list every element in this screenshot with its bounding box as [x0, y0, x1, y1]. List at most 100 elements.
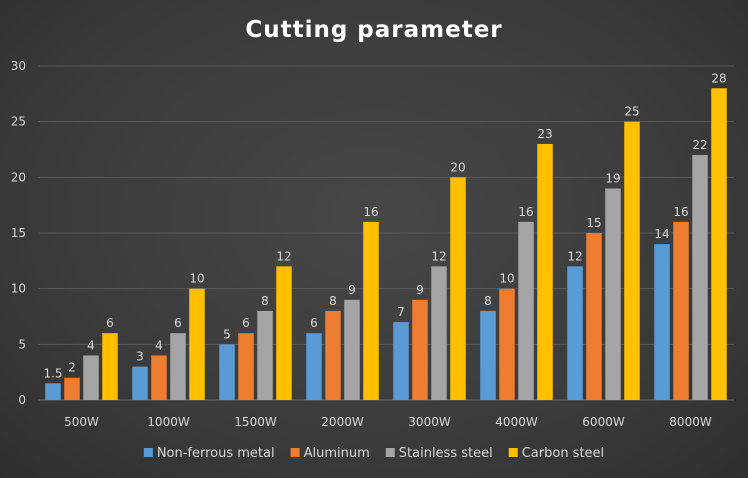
- y-tick-label: 15: [11, 226, 26, 240]
- bar: [83, 355, 99, 400]
- bar: [45, 383, 61, 400]
- bar: [306, 333, 322, 400]
- chart-title: Cutting parameter: [245, 17, 502, 43]
- bar: [363, 221, 379, 400]
- bar: [624, 121, 640, 401]
- data-label: 25: [624, 105, 639, 119]
- data-label: 15: [586, 216, 601, 230]
- data-label: 4: [87, 338, 95, 352]
- data-label: 10: [189, 272, 204, 286]
- bar: [537, 143, 553, 400]
- data-label: 1.5: [43, 366, 62, 380]
- legend-label: Stainless steel: [399, 446, 493, 461]
- y-tick-label: 0: [18, 393, 26, 407]
- data-label: 20: [450, 160, 465, 174]
- data-label: 12: [276, 249, 291, 263]
- gridlines: [38, 65, 734, 401]
- data-label: 16: [363, 205, 378, 219]
- bar: [431, 266, 447, 400]
- bar: [480, 310, 496, 400]
- legend-item: Carbon steel: [508, 446, 604, 461]
- y-tick-label: 20: [11, 170, 26, 184]
- bar: [499, 288, 515, 400]
- x-axis: 500W 1000W 1500W 2000W 3000W 4000W 6000W 8000W: [64, 415, 712, 429]
- x-tick-label: 3000W: [408, 415, 451, 429]
- bar: [344, 299, 360, 400]
- x-tick-label: 6000W: [582, 415, 625, 429]
- data-label: 6: [106, 316, 114, 330]
- y-tick-label: 25: [11, 115, 26, 129]
- bar: [654, 244, 670, 400]
- data-label: 19: [605, 171, 620, 185]
- bar: [189, 288, 205, 400]
- data-label: 28: [711, 71, 726, 85]
- data-label: 9: [416, 283, 424, 297]
- legend-label: Non-ferrous metal: [157, 446, 275, 461]
- data-label: 22: [692, 138, 707, 152]
- legend: Non-ferrous metal Aluminum Stainless steel…: [143, 446, 604, 461]
- legend-item: Stainless steel: [385, 446, 493, 461]
- bar: [64, 377, 80, 400]
- bar: [673, 221, 689, 400]
- data-label: 2: [68, 361, 76, 375]
- bar: [586, 233, 602, 400]
- y-axis: 0 5 10 15 20 25 30: [11, 59, 26, 407]
- data-label: 5: [223, 327, 231, 341]
- data-label: 10: [499, 272, 514, 286]
- legend-swatch: [385, 448, 395, 457]
- data-label: 12: [567, 249, 582, 263]
- y-tick-label: 5: [18, 337, 26, 351]
- legend-swatch: [290, 448, 300, 457]
- bar: [170, 333, 186, 400]
- y-tick-label: 10: [11, 282, 26, 296]
- x-tick-label: 1500W: [234, 415, 277, 429]
- bar: [325, 310, 341, 400]
- data-label: 7: [397, 305, 405, 319]
- data-label: 16: [673, 205, 688, 219]
- bar: [238, 333, 254, 400]
- bar: [518, 221, 534, 400]
- data-label: 8: [484, 294, 492, 308]
- bar: [692, 155, 708, 400]
- bar: [567, 266, 583, 400]
- legend-item: Non-ferrous metal: [143, 446, 275, 461]
- y-tick-label: 30: [11, 59, 26, 73]
- bar: [151, 355, 167, 400]
- legend-label: Carbon steel: [522, 446, 604, 461]
- data-label: 6: [174, 316, 182, 330]
- data-label: 9: [348, 283, 356, 297]
- bar: [276, 266, 292, 400]
- bar: [450, 177, 466, 400]
- data-label: 14: [654, 227, 669, 241]
- bar: [102, 333, 118, 400]
- data-label: 8: [329, 294, 337, 308]
- x-tick-label: 2000W: [321, 415, 364, 429]
- bars: [45, 88, 727, 401]
- data-label: 16: [518, 205, 533, 219]
- data-labels: 1.5 2463461056812689167912208101623121519…: [43, 71, 726, 380]
- data-label: 23: [537, 127, 552, 141]
- data-label: 8: [261, 294, 269, 308]
- bar: [711, 88, 727, 401]
- legend-label: Aluminum: [304, 446, 370, 461]
- x-tick-label: 8000W: [669, 415, 712, 429]
- bar: [393, 322, 409, 400]
- x-tick-label: 4000W: [495, 415, 538, 429]
- x-tick-label: 500W: [64, 415, 99, 429]
- bar: [605, 188, 621, 400]
- data-label: 6: [242, 316, 250, 330]
- bar: [219, 344, 235, 400]
- bar: [412, 299, 428, 400]
- data-label: 6: [310, 316, 318, 330]
- legend-swatch: [143, 448, 153, 457]
- data-label: 4: [155, 338, 163, 352]
- data-label: 3: [136, 350, 144, 364]
- bar: [257, 310, 273, 400]
- bar: [132, 366, 148, 400]
- data-label: 12: [431, 249, 446, 263]
- legend-swatch: [508, 448, 518, 457]
- x-tick-label: 1000W: [147, 415, 190, 429]
- legend-item: Aluminum: [290, 446, 370, 461]
